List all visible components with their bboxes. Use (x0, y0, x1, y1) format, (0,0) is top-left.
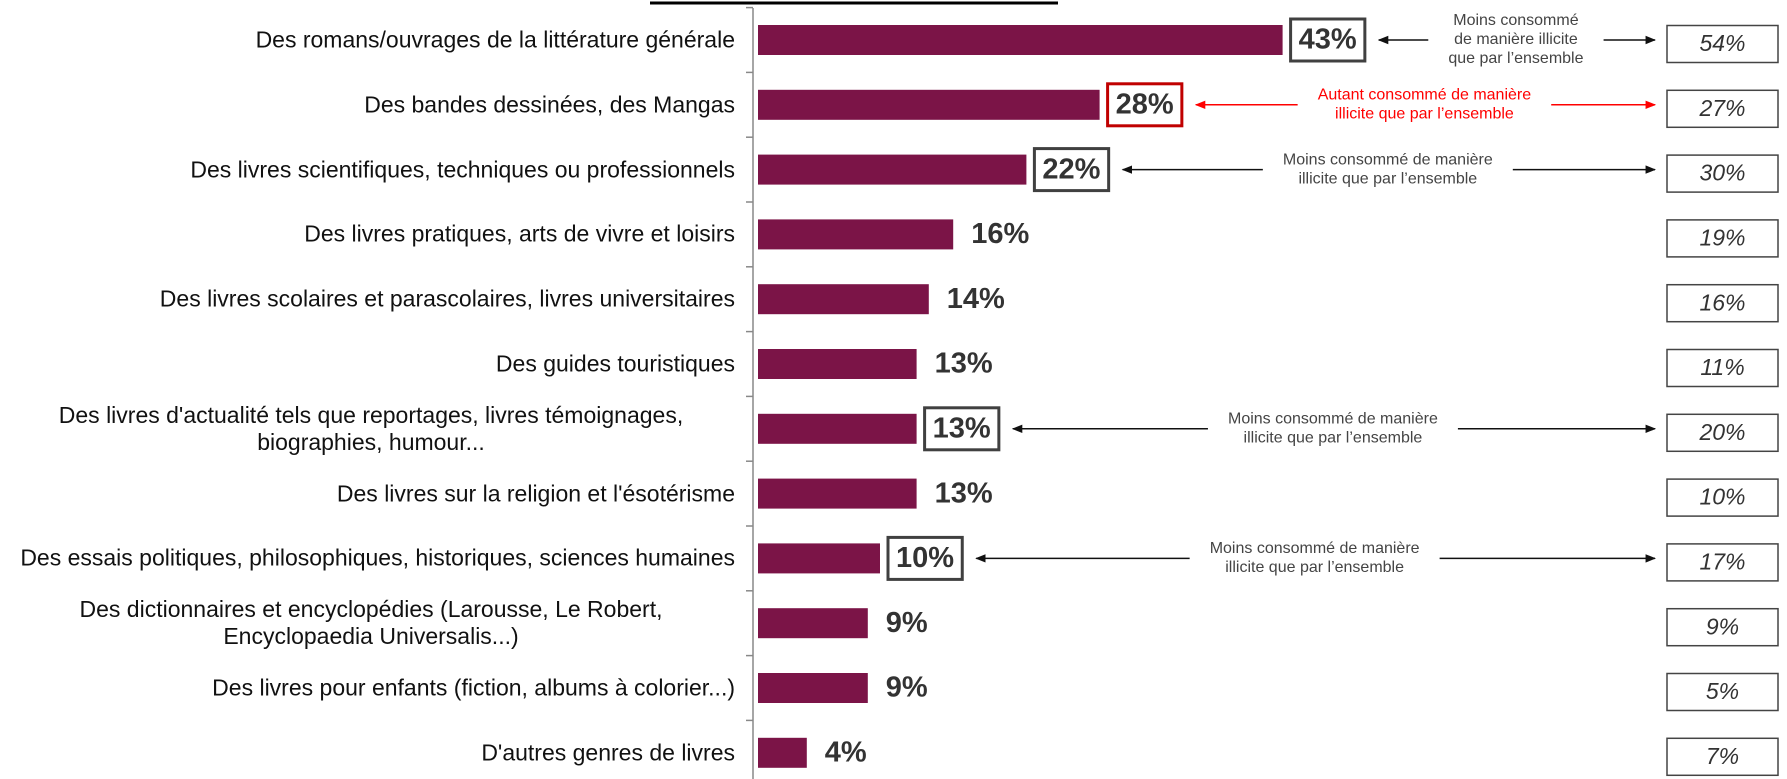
bar (758, 478, 917, 509)
category-text: Des essais politiques, philosophiques, h… (20, 544, 735, 571)
category-label: Des livres pour enfants (fiction, albums… (0, 675, 735, 702)
value-label: 28% (1116, 88, 1174, 120)
note-text: Moins consommé de manière (1228, 411, 1438, 428)
bar (758, 673, 868, 703)
note-text: que par l’ensemble (1448, 50, 1583, 67)
value-highlight-box (923, 406, 1001, 452)
comparison-box (1666, 24, 1779, 64)
category-label: Des livres scolaires et parascolaires, l… (0, 286, 735, 313)
bar (758, 154, 1027, 185)
value-label: 4% (825, 736, 867, 768)
comparison-box (1666, 154, 1779, 193)
comparison-label: 17% (1699, 548, 1745, 574)
bar (758, 737, 807, 768)
category-label: Des livres d'actualité tels que reportag… (0, 402, 735, 456)
category-text: Des livres pratiques, arts de vivre et l… (304, 220, 735, 247)
bar (758, 25, 1283, 55)
comparison-box (1666, 737, 1779, 777)
category-label: Des livres sur la religion et l'ésotéris… (0, 480, 735, 507)
value-label: 14% (947, 283, 1005, 315)
category-text: Des livres d'actualité tels que reportag… (58, 401, 684, 455)
value-label: 10% (896, 542, 954, 574)
value-label: 22% (1042, 153, 1100, 185)
note-text: de manière illicite (1454, 31, 1578, 48)
category-text: Des romans/ouvrages de la littérature gé… (255, 26, 735, 53)
note-text: Moins consommé (1453, 12, 1578, 29)
value-label: 43% (1299, 24, 1357, 56)
category-text: Des livres scientifiques, techniques ou … (190, 156, 735, 183)
note-text: illicite que par l’ensemble (1335, 106, 1514, 123)
comparison-box (1666, 478, 1779, 517)
category-label: Des guides touristiques (0, 351, 735, 378)
value-label: 9% (886, 672, 928, 704)
comparison-box (1666, 543, 1779, 582)
comparison-box (1666, 219, 1779, 258)
comparison-box (1666, 89, 1779, 129)
value-label: 13% (933, 412, 991, 444)
category-label: D'autres genres de livres (0, 739, 735, 766)
category-text: Des livres scolaires et parascolaires, l… (159, 285, 735, 312)
comparison-box (1666, 672, 1779, 712)
bar (758, 608, 868, 639)
value-label: 13% (935, 477, 993, 509)
value-label: 13% (935, 348, 993, 380)
bar (758, 89, 1100, 120)
category-text: Des dictionnaires et encyclopédies (Laro… (79, 596, 663, 650)
category-text: D'autres genres de livres (481, 739, 735, 766)
category-text: Des guides touristiques (495, 350, 735, 377)
bar (758, 219, 954, 250)
category-label: Des bandes dessinées, des Mangas (0, 91, 735, 118)
note-text: Moins consommé de manière (1210, 540, 1420, 557)
note-text: illicite que par l’ensemble (1298, 170, 1477, 187)
comparison-label: 7% (1706, 743, 1739, 769)
category-text: Des livres pour enfants (fiction, albums… (212, 674, 735, 701)
comparison-label: 30% (1699, 160, 1745, 186)
category-label: Des romans/ouvrages de la littérature gé… (0, 27, 735, 54)
comparison-label: 27% (1698, 95, 1745, 121)
comparison-label: 11% (1700, 354, 1744, 380)
comparison-box (1666, 348, 1779, 388)
bar (758, 413, 917, 444)
comparison-label: 5% (1706, 678, 1739, 704)
value-label: 16% (971, 218, 1029, 250)
value-highlight-box (1032, 147, 1111, 193)
bar (758, 349, 917, 379)
note-text: illicite que par l’ensemble (1244, 430, 1423, 447)
note-text: Autant consommé de manière (1318, 87, 1532, 104)
comparison-box (1666, 607, 1779, 647)
comparison-box (1666, 413, 1779, 453)
category-label: Des livres pratiques, arts de vivre et l… (0, 221, 735, 248)
comparison-label: 20% (1698, 419, 1745, 445)
note-text: illicite que par l’ensemble (1225, 559, 1404, 576)
value-highlight-box (1106, 82, 1184, 128)
category-text: Des bandes dessinées, des Mangas (364, 91, 735, 118)
comparison-box (1666, 283, 1779, 323)
comparison-label: 9% (1706, 613, 1739, 639)
value-label: 9% (886, 607, 928, 639)
comparison-label: 19% (1699, 224, 1745, 250)
value-highlight-box (886, 535, 964, 581)
category-label: Des essais politiques, philosophiques, h… (0, 545, 735, 572)
value-highlight-box (1289, 17, 1367, 63)
bar (758, 284, 929, 315)
note-text: Moins consommé de manière (1283, 151, 1493, 168)
category-label: Des livres scientifiques, techniques ou … (0, 156, 735, 183)
category-text: Des livres sur la religion et l'ésotéris… (336, 480, 735, 507)
comparison-label: 10% (1699, 484, 1745, 510)
category-label: Des dictionnaires et encyclopédies (Laro… (0, 596, 735, 650)
bar (758, 543, 880, 574)
comparison-label: 16% (1699, 289, 1745, 315)
comparison-label: 54% (1699, 30, 1745, 56)
